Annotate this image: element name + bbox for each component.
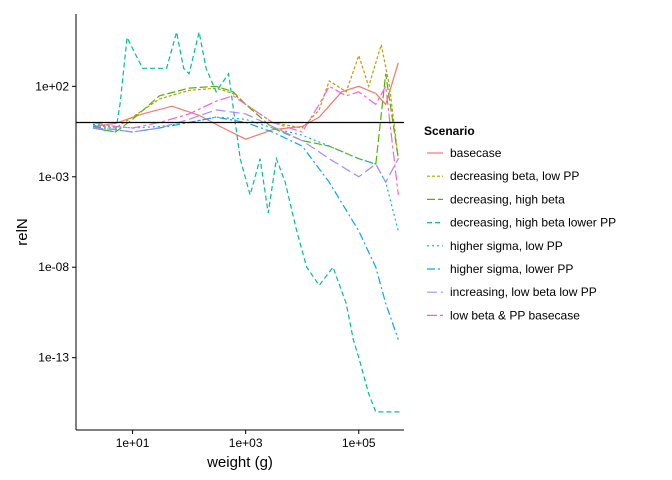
y-tick-label: 1e+02: [35, 79, 69, 93]
x-tick-label: 1e+05: [342, 436, 376, 450]
legend-label-2: decreasing beta, low PP: [450, 169, 579, 183]
series-line-2: [92, 44, 399, 159]
y-tick-label: 1e-13: [38, 351, 69, 365]
series-line-6: [92, 116, 399, 340]
x-axis-title: weight (g): [206, 454, 273, 471]
legend-label-8: low beta & PP basecase: [450, 308, 580, 322]
y-tick-label: 1e-03: [38, 170, 69, 184]
legend-label-7: increasing, low beta low PP: [450, 285, 597, 299]
x-tick-label: 1e+01: [116, 436, 150, 450]
legend-label-6: higher sigma, lower PP: [450, 262, 573, 276]
series-layer: [92, 31, 401, 413]
series-line-5: [92, 116, 399, 232]
legend-label-3: decreasing, high beta: [450, 192, 565, 206]
series-line-1: [92, 62, 399, 140]
legend-title: Scenario: [424, 124, 475, 138]
series-line-3: [92, 73, 399, 165]
series-line-4: [92, 31, 401, 413]
legend-label-5: higher sigma, low PP: [450, 239, 563, 253]
legend: Scenario basecase decreasing beta, low PP…: [424, 124, 616, 322]
x-tick-label: 1e+03: [229, 436, 263, 450]
axis-layer: 1e+01 1e+03 1e+05 1e+02 1e-03 1e-08 1e-13: [35, 14, 404, 450]
legend-label-4: decreasing, high beta lower PP: [450, 216, 616, 230]
y-tick-label: 1e-08: [38, 260, 69, 274]
y-axis-title: relN: [14, 218, 31, 246]
series-line-7: [92, 109, 399, 184]
legend-label-1: basecase: [450, 146, 502, 160]
